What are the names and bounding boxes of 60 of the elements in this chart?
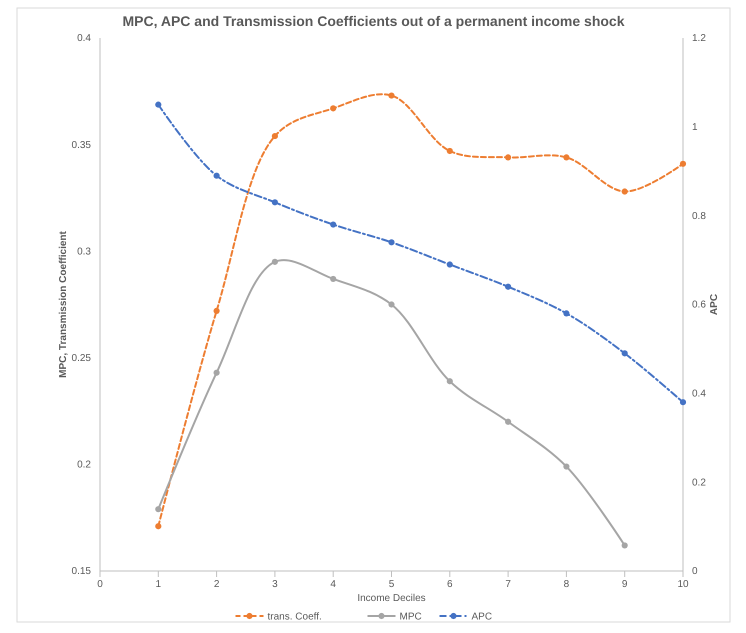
y-axis-title: MPC, Transmission Coefficient: [58, 230, 69, 378]
legend-label: MPC: [400, 612, 422, 622]
y2-tick-label: 0: [692, 566, 698, 578]
point: [272, 132, 278, 140]
y-tick-label: 0.15: [72, 566, 92, 578]
point: [505, 418, 512, 425]
point: [214, 308, 220, 314]
point: [155, 506, 162, 512]
x-tick-label: 1: [156, 579, 162, 590]
x-tick-label: 8: [564, 579, 570, 590]
point: [214, 370, 220, 376]
point: [622, 188, 628, 195]
point: [622, 542, 628, 548]
y-tick-label: 0.3: [77, 246, 92, 258]
point: [563, 310, 570, 316]
x-tick-label: 0: [97, 579, 104, 590]
x-tick-label: 4: [330, 579, 336, 590]
point: [505, 284, 512, 290]
x-tick-label: 3: [272, 579, 278, 590]
point: [155, 523, 162, 530]
y2-tick-label: 1.2: [692, 33, 706, 44]
point: [446, 261, 453, 268]
x-tick-label: 6: [447, 579, 454, 590]
point: [563, 154, 570, 160]
legend-label: trans. Coeff.: [268, 612, 322, 622]
y2-axis-title: APC: [709, 294, 720, 316]
x-tick-label: 9: [622, 579, 628, 590]
point: [446, 148, 453, 154]
point: [680, 160, 686, 167]
point: [505, 154, 512, 160]
x-tick-label: 2: [214, 579, 220, 590]
y-tick-label: 0.4: [77, 33, 92, 44]
y2-tick-label: 1: [692, 122, 698, 134]
x-tick-label: 7: [505, 579, 512, 590]
y2-tick-label: 0.4: [692, 388, 706, 400]
y2-tick-label: 0.8: [692, 210, 706, 222]
y2-tick-label: 0.2: [692, 477, 706, 488]
x-axis-title: Income Deciles: [357, 593, 426, 604]
point: [330, 221, 336, 228]
point: [388, 301, 395, 308]
point: [563, 463, 570, 470]
point: [330, 276, 336, 282]
point: [446, 378, 453, 384]
point: [388, 239, 395, 246]
point: [330, 105, 336, 112]
y-tick-label: 0.2: [77, 460, 92, 471]
point: [214, 172, 220, 179]
point: [622, 350, 628, 356]
y-tick-label: 0.25: [72, 353, 92, 364]
point: [272, 199, 278, 206]
point: [388, 92, 395, 99]
chart-title: MPC, APC and Transmission Coefficients out of a permanent income shock: [122, 13, 625, 29]
point: [272, 258, 278, 265]
point: [680, 399, 686, 406]
y2-tick-label: 0.6: [692, 300, 706, 311]
y-tick-label: 0.35: [72, 140, 92, 151]
point: [155, 102, 162, 108]
legend-label: APC: [472, 612, 492, 622]
x-tick-label: 10: [677, 579, 689, 590]
x-tick-label: 5: [388, 579, 395, 590]
